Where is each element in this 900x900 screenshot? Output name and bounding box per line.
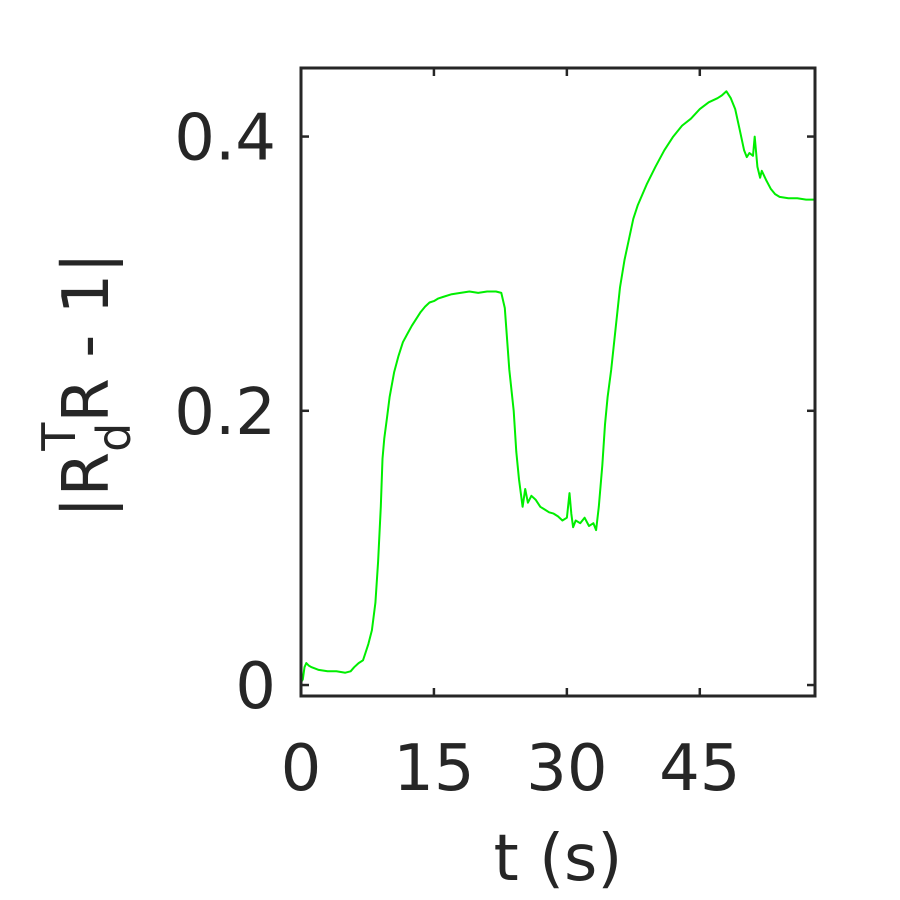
x-tick-label: 30: [526, 732, 607, 806]
plot-frame: [299, 66, 817, 698]
x-axis-title: t (s): [494, 822, 623, 896]
y-tick-label: 0.2: [174, 376, 276, 450]
y-axis-title: |RdTR - 1|: [32, 252, 141, 518]
y-axis-title-suffix: R - 1|: [50, 252, 124, 423]
y-axis-title-subscript: d: [87, 423, 141, 452]
x-tick-label: 45: [659, 732, 740, 806]
x-tick-label: 0: [281, 732, 322, 806]
series-line: [300, 90, 815, 683]
y-tick-label: 0.4: [174, 102, 276, 176]
tick-layer: [299, 68, 815, 696]
y-axis-title-prefix: |R: [50, 452, 124, 518]
x-tick-label: 15: [393, 732, 474, 806]
label-layer: 0 15 30 45 0 0.2 0.4: [174, 102, 740, 806]
y-axis-title-superscript: T: [32, 422, 86, 452]
y-tick-label: 0: [235, 650, 276, 724]
series-layer: [300, 90, 815, 683]
